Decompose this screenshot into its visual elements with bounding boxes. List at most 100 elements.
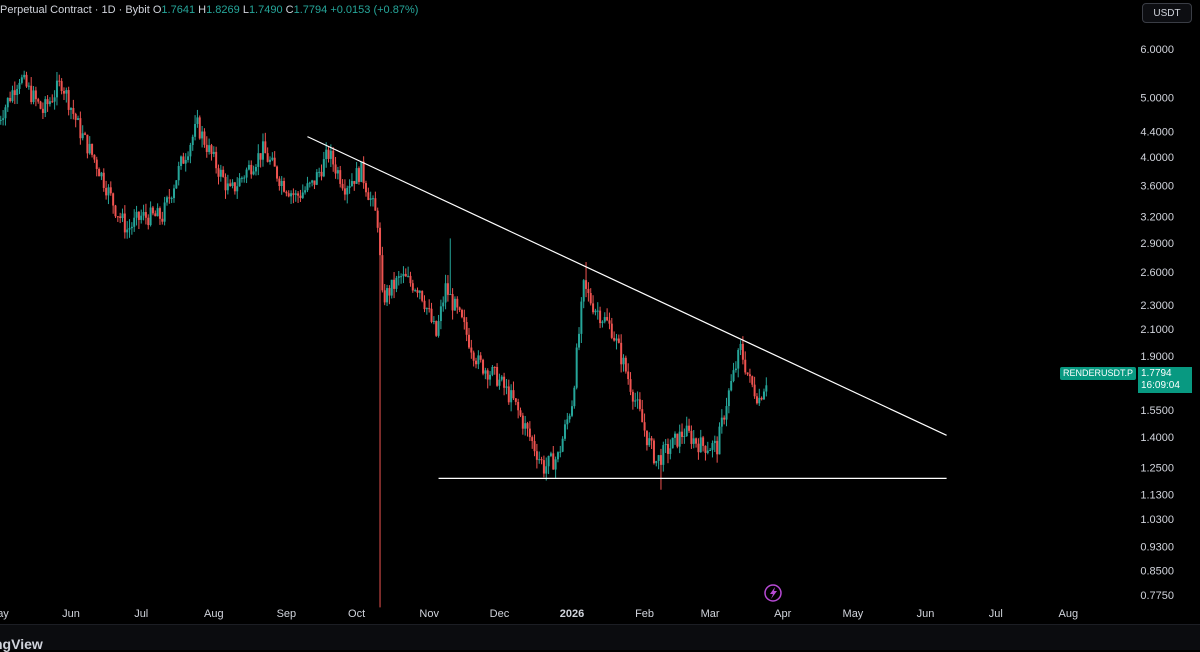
candle xyxy=(372,195,375,207)
candle xyxy=(229,179,232,187)
candle xyxy=(402,266,405,284)
time-tick: May xyxy=(843,608,864,620)
candle xyxy=(203,128,206,148)
candle xyxy=(507,379,510,405)
candle xyxy=(613,331,616,342)
candle xyxy=(439,299,442,330)
candle xyxy=(685,416,688,437)
candle xyxy=(187,151,190,163)
candle xyxy=(716,436,719,463)
candle xyxy=(765,377,768,397)
candle xyxy=(165,195,168,206)
candle xyxy=(100,171,103,181)
candle xyxy=(671,437,674,449)
time-tick: Feb xyxy=(635,608,654,620)
candle xyxy=(489,371,492,386)
candle xyxy=(58,74,61,87)
candle xyxy=(364,180,367,197)
time-tick: Nov xyxy=(419,608,439,620)
trendlines-layer xyxy=(307,136,947,479)
price-tick: 3.2000 xyxy=(1140,212,1174,224)
candle xyxy=(112,192,115,214)
candle xyxy=(23,70,26,80)
candle xyxy=(18,78,21,95)
candle xyxy=(727,388,730,414)
candle xyxy=(322,151,325,178)
candle xyxy=(62,87,65,101)
candle xyxy=(151,205,154,216)
candle xyxy=(578,327,581,351)
price-tick: 4.4000 xyxy=(1140,127,1174,139)
trendline[interactable] xyxy=(307,136,947,436)
candle xyxy=(561,436,564,453)
candle xyxy=(437,314,440,338)
candle xyxy=(205,136,208,158)
candle xyxy=(306,176,309,193)
candle xyxy=(231,179,234,189)
candle xyxy=(517,398,520,419)
candle xyxy=(95,156,98,177)
candle xyxy=(261,133,264,167)
candle xyxy=(137,211,140,230)
candle xyxy=(119,212,122,224)
candle xyxy=(189,142,192,164)
candle xyxy=(683,428,686,444)
candle xyxy=(702,435,705,452)
candle xyxy=(16,84,19,104)
candle xyxy=(252,165,255,176)
candle xyxy=(404,268,407,277)
candle xyxy=(603,312,606,324)
candle xyxy=(467,327,470,350)
price-tick: 1.1300 xyxy=(1140,489,1174,501)
candle xyxy=(711,440,714,458)
candle xyxy=(37,97,40,104)
candle xyxy=(699,429,702,453)
currency-button[interactable]: USDT xyxy=(1142,3,1192,23)
candle xyxy=(655,460,658,467)
candle xyxy=(135,205,138,226)
candle xyxy=(278,176,281,191)
candle xyxy=(299,189,302,202)
candle xyxy=(510,384,513,412)
candle xyxy=(460,308,463,319)
candle xyxy=(566,412,569,430)
price-tick: 3.6000 xyxy=(1140,180,1174,192)
candle xyxy=(266,147,269,163)
candle xyxy=(350,173,353,187)
candle xyxy=(435,320,438,337)
candle xyxy=(191,134,194,151)
candle xyxy=(519,407,522,418)
candle xyxy=(259,153,262,168)
candle xyxy=(737,348,740,378)
candle xyxy=(163,196,166,226)
time-tick: Jul xyxy=(134,608,148,620)
candle xyxy=(554,456,557,479)
candle xyxy=(521,412,524,435)
candle xyxy=(421,290,424,303)
price-chart[interactable]: 6.0000 5.0000 4.4000 4.0000 3.6000 3.2000 2.90… xyxy=(0,0,1200,624)
last-price-tag: 1.7794 16:09:04 xyxy=(1138,367,1192,393)
candle xyxy=(512,381,515,401)
candle xyxy=(563,419,566,442)
time-tick: Aug xyxy=(1059,608,1079,620)
candle xyxy=(652,438,655,465)
candle xyxy=(41,102,44,120)
candle xyxy=(116,216,119,222)
lightning-icon[interactable] xyxy=(764,584,782,602)
candle xyxy=(690,425,693,449)
candle xyxy=(549,451,552,458)
candle xyxy=(622,354,625,372)
candle xyxy=(217,164,220,185)
candle xyxy=(383,284,386,306)
open-label: O xyxy=(152,4,162,16)
candle xyxy=(580,297,583,344)
candle xyxy=(638,392,641,412)
candle xyxy=(158,206,161,225)
candle xyxy=(93,154,96,163)
open-value: 1.7641 xyxy=(161,4,196,16)
candle xyxy=(741,336,744,365)
candle xyxy=(376,207,379,233)
candle xyxy=(175,180,178,189)
candle xyxy=(105,180,108,200)
candle xyxy=(620,334,623,373)
